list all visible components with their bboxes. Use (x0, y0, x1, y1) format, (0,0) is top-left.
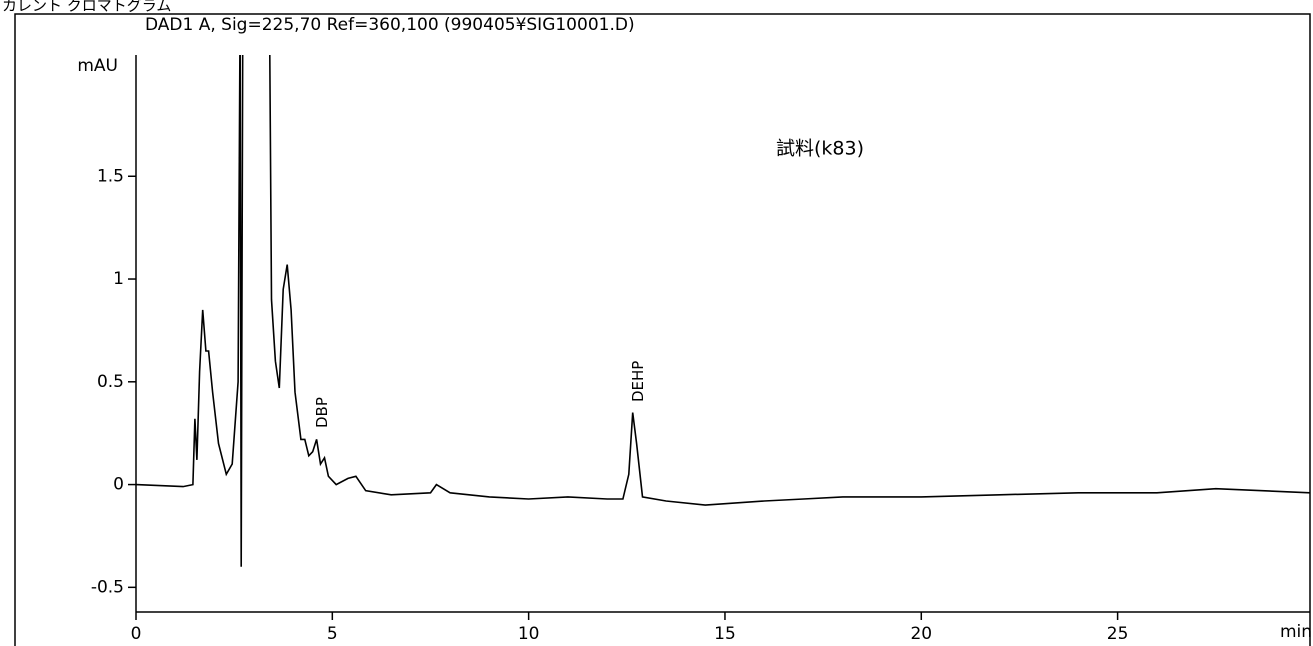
x-tick-label: 5 (327, 624, 338, 644)
chart-title: カレント クロマトグラム (2, 0, 171, 15)
trace (136, 55, 1310, 567)
y-tick-label: 0 (113, 475, 124, 495)
y-tick-label: 0.5 (97, 372, 124, 392)
x-tick-label: 15 (714, 624, 736, 644)
subtitle: DAD1 A, Sig=225,70 Ref=360,100 (990405¥S… (145, 15, 635, 35)
y-axis-label: mAU (77, 56, 118, 76)
x-tick-label: 0 (131, 624, 142, 644)
peak-label: DBP (313, 397, 331, 428)
x-axis-label: min (1280, 622, 1312, 642)
y-tick-label: 1 (113, 269, 124, 289)
y-tick-label: -0.5 (91, 577, 124, 597)
y-tick-label: 1.5 (97, 166, 124, 186)
frame (14, 13, 1311, 646)
x-tick-label: 25 (1107, 624, 1129, 644)
x-tick-label: 20 (910, 624, 932, 644)
x-tick-label: 10 (518, 624, 540, 644)
annotation: 試料(k83) (776, 138, 864, 160)
peak-label: DEHP (629, 361, 647, 402)
